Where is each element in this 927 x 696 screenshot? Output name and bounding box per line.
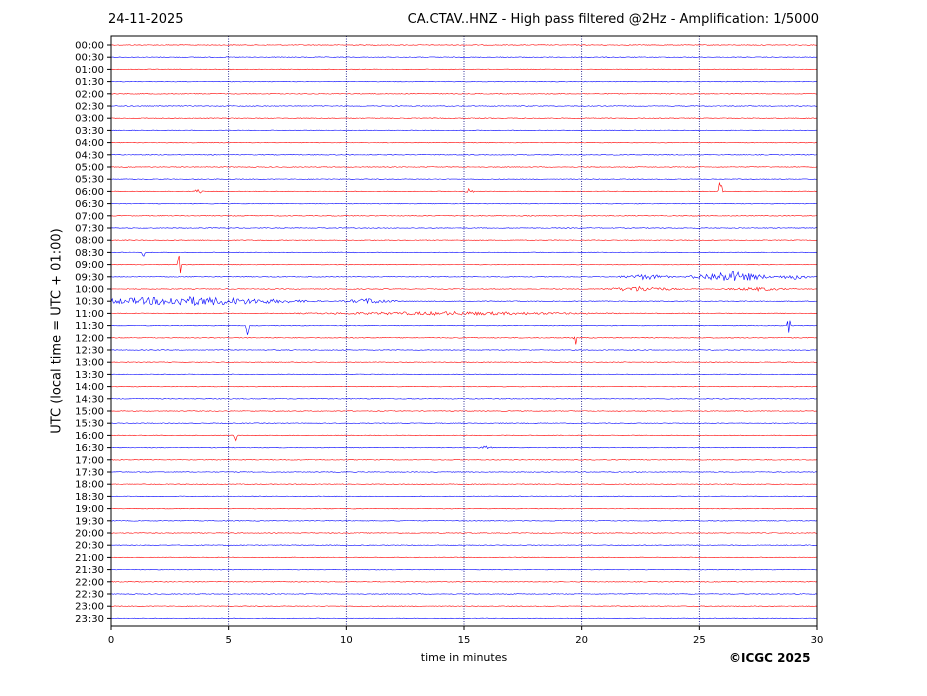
trace-row-0000 (110, 44, 818, 46)
trace-row-1530 (110, 422, 818, 424)
y-tick-label: 18:00 (75, 480, 104, 491)
x-tick-label: 10 (340, 635, 353, 646)
y-tick-label: 07:30 (75, 224, 104, 235)
trace-row-1900 (110, 507, 818, 510)
y-tick-label: 04:00 (75, 138, 104, 149)
y-tick-label: 22:30 (75, 590, 104, 601)
y-axis-title: UTC (local time = UTC + 01:00) (49, 228, 65, 434)
y-tick-label: 05:00 (75, 163, 104, 174)
trace-row-1700 (110, 459, 818, 461)
trace-row-1200 (110, 336, 818, 345)
x-axis: 0 5 10 15 20 25 30 (108, 626, 824, 646)
y-tick-label: 11:00 (75, 309, 104, 320)
x-tick-label: 25 (693, 635, 706, 646)
y-tick-label: 04:30 (75, 150, 104, 161)
trace-row-0830 (110, 251, 818, 257)
y-tick-label: 12:30 (75, 346, 104, 357)
trace-row-1130 (110, 320, 818, 335)
y-tick-label: 20:30 (75, 541, 104, 552)
y-tick-label: 11:30 (75, 321, 104, 332)
trace-row-2330 (110, 617, 818, 620)
y-tick-label: 22:00 (75, 577, 104, 588)
trace-row-2100 (110, 556, 818, 559)
trace-row-0730 (110, 227, 818, 229)
y-tick-label: 13:00 (75, 358, 104, 369)
y-tick-label: 06:00 (75, 187, 104, 198)
trace-row-0230 (110, 105, 818, 107)
y-tick-label: 10:00 (75, 285, 104, 296)
x-tick-label: 30 (811, 635, 824, 646)
y-tick-label: 05:30 (75, 175, 104, 186)
y-tick-label: 15:00 (75, 407, 104, 418)
y-tick-label: 21:00 (75, 553, 104, 564)
y-tick-label: 12:00 (75, 333, 104, 344)
trace-row-0700 (110, 215, 818, 217)
y-tick-label: 20:00 (75, 529, 104, 540)
trace-row-1300 (110, 361, 818, 363)
y-tick-label: 02:30 (75, 102, 104, 113)
y-tick-label: 18:30 (75, 492, 104, 503)
trace-row-0330 (110, 129, 818, 132)
trace-row-1230 (110, 349, 818, 351)
trace-row-1600 (110, 434, 818, 442)
y-tick-label: 21:30 (75, 565, 104, 576)
date-label: 24-11-2025 (108, 12, 184, 27)
y-tick-label: 17:30 (75, 468, 104, 479)
x-tick-label: 20 (575, 635, 588, 646)
y-tick-label: 14:00 (75, 382, 104, 393)
y-tick-label: 19:30 (75, 516, 104, 527)
y-tick-label: 10:30 (75, 297, 104, 308)
y-tick-label: 00:00 (75, 41, 104, 52)
y-tick-label: 14:30 (75, 394, 104, 405)
y-tick-label: 16:30 (75, 443, 104, 454)
y-tick-label: 00:30 (75, 53, 104, 64)
y-tick-label: 08:00 (75, 236, 104, 247)
y-tick-label: 03:00 (75, 114, 104, 125)
y-tick-label: 13:30 (75, 370, 104, 381)
y-tick-label: 06:30 (75, 199, 104, 210)
y-tick-label: 09:30 (75, 272, 104, 283)
y-tick-label: 15:30 (75, 419, 104, 430)
trace-row-1630 (110, 445, 818, 449)
trace-row-0800 (110, 239, 818, 241)
y-tick-label: 03:30 (75, 126, 104, 137)
y-tick-label: 23:30 (75, 614, 104, 625)
y-tick-label: 01:00 (75, 65, 104, 76)
x-tick-label: 15 (458, 635, 471, 646)
chart-title: CA.CTAV..HNZ - High pass filtered @2Hz -… (407, 12, 819, 27)
x-tick-label: 0 (108, 635, 114, 646)
trace-row-2030 (110, 544, 818, 546)
trace-row-0430 (110, 154, 818, 156)
y-tick-label: 19:00 (75, 504, 104, 515)
x-tick-label: 5 (225, 635, 231, 646)
y-tick-label: 16:00 (75, 431, 104, 442)
y-tick-label: 08:30 (75, 248, 104, 259)
plot-frame (110, 35, 818, 627)
trace-row-0400 (110, 141, 818, 144)
y-tick-label: 17:00 (75, 455, 104, 466)
trace-row-1100 (110, 310, 818, 316)
y-tick-label: 01:30 (75, 77, 104, 88)
trace-row-0300 (110, 117, 818, 119)
y-tick-label: 02:00 (75, 89, 104, 100)
trace-row-1930 (110, 520, 818, 522)
y-tick-label: 09:00 (75, 260, 104, 271)
copyright-label: ©ICGC 2025 (729, 651, 811, 665)
y-tick-label: 07:00 (75, 211, 104, 222)
grid-layer (228, 36, 700, 626)
y-tick-label: 23:00 (75, 602, 104, 613)
trace-row-2000 (110, 532, 818, 534)
x-axis-title: time in minutes (420, 651, 508, 664)
